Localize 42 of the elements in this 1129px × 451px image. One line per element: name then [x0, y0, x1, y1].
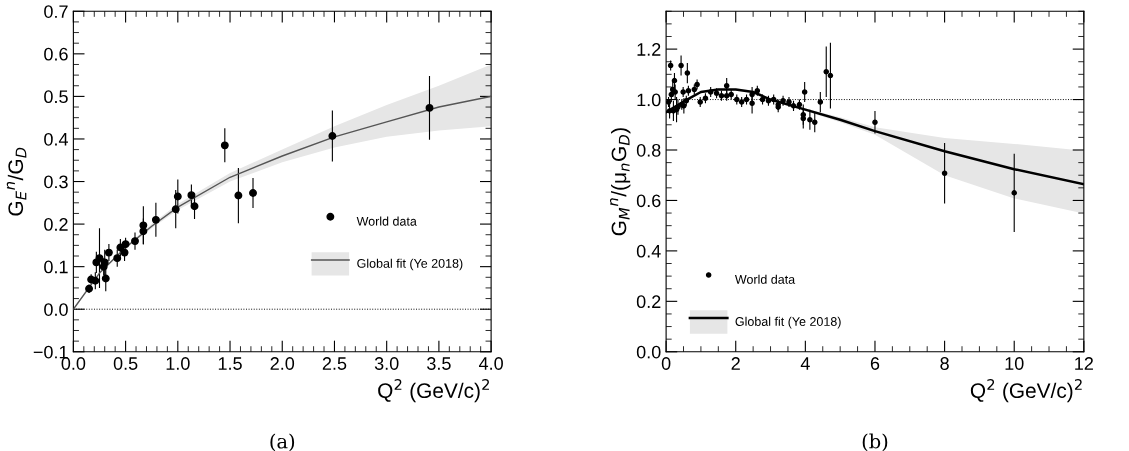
y-tick-label: 0.2 — [44, 218, 68, 231]
x-axis-title: Q$^{2}$ (GeV/c)$^{2}$ — [970, 379, 1082, 403]
y-tick-label: 0.4 — [636, 244, 661, 258]
x-tick-label: 4.0 — [478, 357, 503, 370]
y-tick-label: 0.0 — [636, 345, 661, 359]
x-tick-label: 2.0 — [270, 357, 295, 370]
y-tick-label: 0.6 — [636, 194, 661, 208]
x-tick-label: 10 — [1005, 357, 1024, 370]
text: (b) — [862, 433, 888, 451]
legend-label: World data — [356, 216, 417, 226]
legend-label: Global fit (Ye 2018) — [735, 316, 841, 329]
x-tick-label: 1.5 — [218, 357, 242, 370]
y-tick-label: 0.2 — [636, 295, 661, 309]
y-tick-label: 0.1 — [44, 260, 68, 274]
y-axis-title: G$_{M}$$^{n}$/(μ$_{n}$G$_{D}$) — [609, 128, 631, 236]
y-axis-title: G$_{E}$$^{n}$/G$_{D}$ — [6, 147, 27, 216]
y-tick-label: 0.6 — [44, 47, 68, 61]
y-tick-label: −0.1 — [33, 345, 68, 359]
y-tick-label: 1.0 — [637, 93, 661, 107]
x-tick-label: 2 — [731, 357, 740, 370]
y-tick-label: 0.7 — [44, 5, 68, 18]
y-tick-label: 0.4 — [44, 132, 68, 146]
legend-label: Global fit (Ye 2018) — [357, 258, 463, 271]
x-tick-label: 12 — [1075, 357, 1093, 370]
x-tick-label: 4 — [800, 357, 810, 370]
x-tick-label: 2.5 — [322, 357, 347, 370]
x-tick-label: 0.5 — [113, 357, 138, 370]
y-tick-label: 0.3 — [44, 175, 68, 189]
text: (a) — [270, 433, 295, 451]
x-tick-label: 3.0 — [374, 357, 399, 370]
x-tick-label: 1.0 — [166, 357, 190, 370]
y-tick-label: 1.2 — [637, 43, 661, 56]
x-tick-label: 3.5 — [427, 357, 451, 370]
x-tick-label: 6 — [870, 357, 880, 370]
x-tick-label: 8 — [940, 357, 949, 370]
x-tick-label: 0 — [661, 357, 671, 370]
y-tick-label: 0.8 — [636, 143, 661, 157]
y-tick-label: 0.0 — [44, 303, 68, 316]
x-tick-label: 0.0 — [61, 357, 86, 370]
x-axis-title: Q$^{2}$ (GeV/c)$^{2}$ — [378, 379, 489, 403]
y-tick-label: 0.5 — [44, 90, 68, 104]
legend-label: World data — [734, 274, 796, 284]
